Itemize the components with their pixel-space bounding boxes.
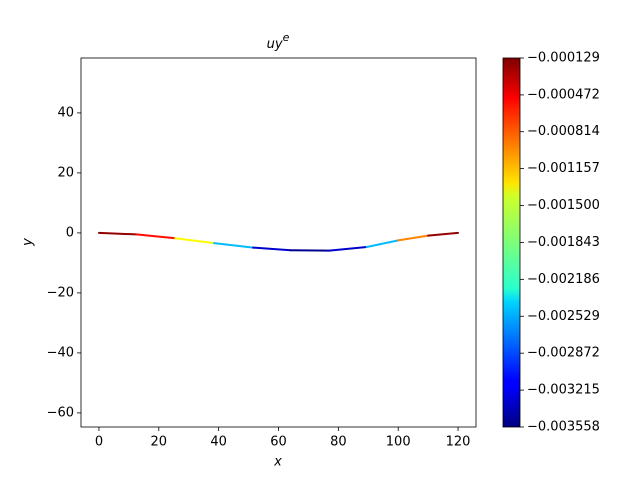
- beam-element: [428, 233, 458, 236]
- x-axis-label: x: [273, 455, 282, 470]
- y-tick-label: −40: [47, 345, 74, 360]
- colorbar-tick-label: −0.003558: [527, 420, 600, 435]
- title-superscript: e: [283, 31, 290, 44]
- colorbar-tick-label: −0.002529: [527, 309, 600, 324]
- x-tick-label: 20: [151, 435, 168, 450]
- beam-element: [136, 234, 175, 238]
- colorbar-tick-label: −0.002872: [527, 346, 600, 361]
- x-tick-label: 40: [210, 435, 227, 450]
- y-axis-label: y: [21, 238, 36, 247]
- y-tick-label: 0: [66, 225, 74, 240]
- colorbar-tick-label: −0.001157: [527, 161, 600, 176]
- y-tick-label: −60: [47, 405, 74, 420]
- x-tick-label: 100: [386, 435, 411, 450]
- colorbar-tick-label: −0.000129: [527, 51, 600, 66]
- beam-element: [329, 247, 366, 251]
- beam-element: [175, 238, 214, 243]
- x-tick-label: 60: [270, 435, 287, 450]
- colorbar-tick-label: −0.002186: [527, 272, 600, 287]
- chart-title: uye: [267, 31, 290, 52]
- x-tick-label: 80: [330, 435, 347, 450]
- beam-element: [253, 248, 290, 251]
- y-tick-label: 40: [57, 105, 74, 120]
- x-tick-label: 0: [95, 435, 103, 450]
- y-tick-label: 20: [57, 165, 74, 180]
- beam-element: [99, 233, 136, 235]
- y-tick-label: −20: [47, 285, 74, 300]
- colorbar-tick-label: −0.000814: [527, 124, 600, 139]
- colorbar-tick-label: −0.001500: [527, 198, 600, 213]
- x-tick-label: 120: [446, 435, 471, 450]
- beam-element: [214, 243, 253, 248]
- beam-element: [367, 240, 398, 247]
- beam-element: [398, 236, 428, 241]
- colorbar-tick-label: −0.000472: [527, 87, 600, 102]
- plot-frame: [81, 58, 476, 427]
- colorbar: [503, 58, 520, 427]
- colorbar-tick-label: −0.001843: [527, 235, 600, 250]
- colorbar-tick-label: −0.003215: [527, 383, 600, 398]
- title-base: uy: [267, 37, 283, 52]
